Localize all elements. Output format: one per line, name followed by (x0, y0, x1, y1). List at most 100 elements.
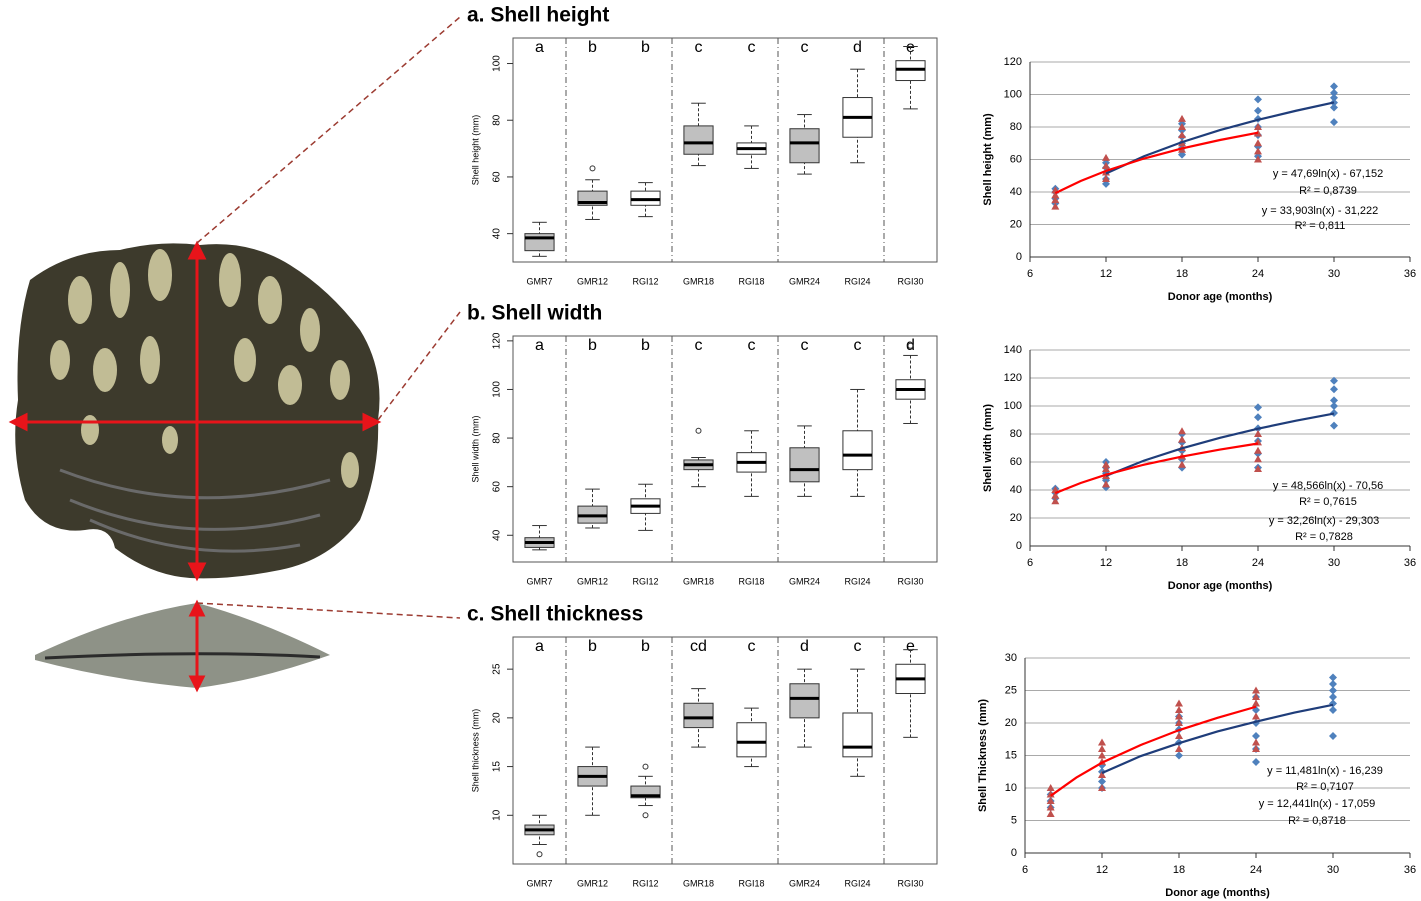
significance-letter: c (801, 337, 809, 354)
x-tick-label: 18 (1176, 557, 1188, 569)
category-label: GMR12 (577, 878, 608, 888)
y-tick-label: 80 (1010, 121, 1022, 133)
category-label: RGI18 (738, 276, 764, 286)
data-point (1175, 751, 1183, 760)
fit-r2: R² = 0,811 (1295, 220, 1346, 232)
data-point (1254, 106, 1262, 115)
category-label: GMR18 (683, 276, 714, 286)
fit-curve (1105, 101, 1335, 175)
significance-letter: d (853, 39, 862, 56)
data-point (1254, 139, 1262, 147)
data-point (1098, 777, 1106, 786)
significance-letter: c (695, 337, 703, 354)
oyster-photo (8, 16, 461, 693)
y-axis-label: Shell thickness (mm) (470, 709, 480, 793)
category-label: RGI18 (738, 878, 764, 888)
fit-r2: R² = 0,7615 (1299, 496, 1357, 508)
data-point (1252, 732, 1260, 740)
y-tick-label: 15 (492, 761, 503, 773)
data-point (1102, 153, 1110, 161)
data-point (1046, 784, 1055, 791)
x-tick-label: 6 (1022, 864, 1028, 876)
fit-equation: y = 33,903ln(x) - 31,222 (1262, 205, 1379, 217)
y-tick-label: 20 (1010, 218, 1022, 230)
y-tick-label: 30 (1005, 652, 1017, 664)
significance-letter: a (535, 39, 544, 56)
data-point (1178, 427, 1186, 435)
data-point (1098, 751, 1106, 759)
data-point (1102, 480, 1110, 488)
data-point (1175, 706, 1183, 713)
data-point (1254, 455, 1262, 463)
fit-r2: R² = 0,7107 (1296, 781, 1354, 793)
y-tick-label: 0 (1016, 251, 1022, 263)
data-point (1051, 191, 1060, 199)
significance-letter: e (906, 638, 915, 655)
x-axis-label: Donor age (months) (1168, 291, 1273, 303)
x-tick-label: 24 (1252, 268, 1264, 280)
category-label: RGI18 (738, 576, 764, 586)
box (736, 722, 767, 758)
data-point (1051, 491, 1060, 499)
data-point (1102, 175, 1110, 182)
data-point (1051, 202, 1060, 210)
data-point (1252, 712, 1260, 720)
y-tick-label: 40 (492, 228, 503, 240)
x-tick-label: 12 (1096, 864, 1108, 876)
y-tick-label: 5 (1011, 814, 1017, 826)
y-tick-label: 60 (1010, 153, 1022, 165)
data-point (1102, 465, 1110, 472)
data-point (1098, 771, 1106, 778)
fit-r2: R² = 0,8718 (1288, 815, 1346, 827)
data-point (1178, 131, 1186, 139)
box (789, 683, 820, 719)
outlier (536, 851, 543, 858)
panel-title: c. Shell thickness (467, 603, 643, 626)
data-point (1329, 680, 1337, 688)
category-label: GMR24 (789, 576, 820, 586)
x-tick-label: 18 (1173, 864, 1185, 876)
fit-curve (1101, 703, 1334, 775)
data-point (1330, 402, 1338, 410)
data-point (1329, 706, 1337, 714)
measure-arrows (8, 240, 382, 693)
shell-hinge (44, 652, 321, 660)
box (683, 702, 714, 729)
data-point (1254, 413, 1262, 422)
data-point (1046, 797, 1055, 804)
data-point (1178, 123, 1186, 130)
y-tick-label: 40 (1010, 484, 1022, 496)
significance-letter: d (800, 638, 809, 655)
data-point (1252, 758, 1260, 766)
data-point (1329, 686, 1337, 695)
y-axis-label: Shell Thickness (mm) (977, 699, 989, 812)
y-tick-label: 10 (1005, 782, 1017, 794)
panel-title: a. Shell height (467, 4, 609, 27)
significance-letter: c (748, 39, 756, 56)
y-tick-label: 40 (1010, 186, 1022, 198)
data-point (1252, 745, 1260, 752)
significance-letter: a (535, 638, 544, 655)
data-point (1046, 790, 1055, 798)
data-point (1178, 114, 1186, 122)
y-tick-label: 80 (492, 114, 503, 126)
category-label: GMR7 (526, 276, 552, 286)
fit-curve (1050, 705, 1257, 797)
x-tick-label: 12 (1100, 268, 1112, 280)
data-point (1254, 123, 1262, 130)
x-tick-label: 18 (1176, 268, 1188, 280)
data-point (1175, 712, 1183, 720)
data-point (1254, 446, 1262, 454)
significance-letter: b (588, 337, 597, 354)
data-point (1051, 497, 1060, 505)
data-point (1252, 693, 1260, 700)
fit-equation: y = 12,441ln(x) - 17,059 (1259, 798, 1376, 810)
fit-equation: y = 47,69ln(x) - 67,152 (1273, 168, 1383, 180)
data-point (1254, 430, 1262, 437)
fit-curve (1105, 412, 1335, 477)
data-point (1098, 745, 1106, 752)
significance-letter: b (588, 638, 597, 655)
data-point (1098, 784, 1106, 791)
panel-title: b. Shell width (467, 302, 602, 325)
